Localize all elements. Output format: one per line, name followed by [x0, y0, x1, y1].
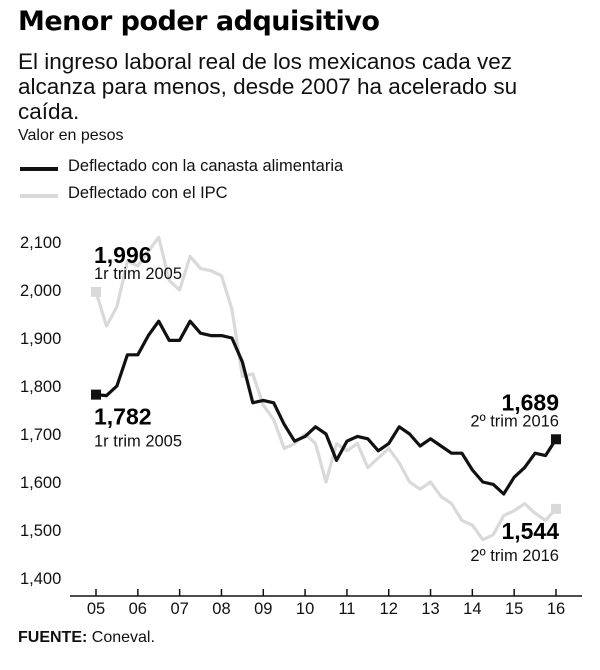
annotation-period: 2º trim 2016: [470, 547, 559, 565]
annotation-value: 1,782: [94, 404, 152, 430]
y-tick-label: 1,700: [20, 426, 61, 444]
x-tick-label: 07: [170, 600, 188, 618]
endpoint-marker: [91, 286, 101, 297]
y-tick-label: 1,400: [20, 570, 61, 588]
annotation-value: 1,996: [94, 242, 152, 268]
x-tick-label: 10: [296, 600, 314, 618]
endpoint-marker: [91, 389, 101, 400]
y-tick-label: 1,600: [20, 474, 61, 492]
y-tick-label: 2,000: [20, 282, 61, 300]
x-tick-label: 11: [338, 600, 355, 618]
legend-label-ipc: Deflectado con el IPC: [68, 184, 228, 202]
x-tick-label: 16: [547, 600, 565, 618]
x-tick-label: 15: [505, 600, 523, 618]
annotation-period: 1r trim 2005: [94, 265, 182, 283]
annotation-period: 2º trim 2016: [470, 412, 559, 430]
annotation-value: 1,689: [501, 389, 559, 415]
y-tick-label: 1,900: [20, 330, 61, 348]
x-tick-label: 14: [463, 600, 481, 618]
source-text: Coneval.: [91, 629, 155, 646]
legend-label-canasta: Deflectado con la canasta alimentaria: [68, 157, 344, 175]
x-tick-label: 08: [212, 600, 230, 618]
x-tick-label: 05: [87, 600, 105, 618]
y-tick-label: 2,100: [20, 234, 61, 252]
legend-swatch-canasta: [20, 167, 58, 171]
x-tick-label: 09: [254, 600, 272, 618]
y-tick-label: 1,500: [20, 522, 61, 540]
y-tick-label: 1,800: [20, 378, 61, 396]
x-tick-label: 12: [380, 600, 398, 618]
source-label: FUENTE:: [18, 629, 88, 646]
chart-subtitle: El ingreso laboral real de los mexicanos…: [18, 49, 518, 124]
series-line-canasta: [94, 319, 558, 496]
annotation-period: 1r trim 2005: [94, 433, 182, 451]
endpoint-marker: [551, 503, 561, 514]
chart-title: Menor poder adquisitivo: [18, 6, 380, 37]
unit-label: Valor en pesos: [18, 127, 124, 144]
source-note: FUENTE: Coneval.: [18, 629, 155, 647]
x-tick-label: 06: [129, 600, 147, 618]
endpoint-marker: [551, 434, 561, 445]
x-tick-label: 13: [421, 600, 439, 618]
annotation-value: 1,544: [501, 518, 559, 544]
legend-swatch-ipc: [20, 194, 58, 198]
series-line-ipc: [94, 235, 558, 542]
